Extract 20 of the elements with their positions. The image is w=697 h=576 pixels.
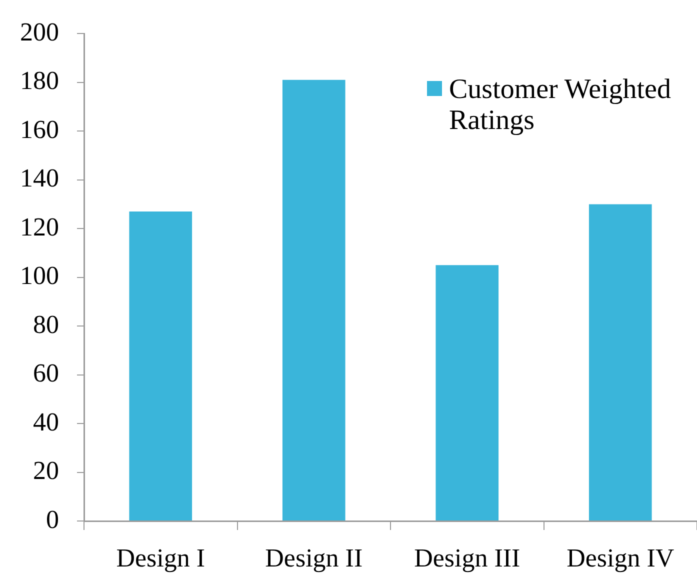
bar <box>129 212 192 520</box>
y-tick-label: 40 <box>33 407 59 436</box>
bar <box>282 80 346 520</box>
bar <box>436 265 499 520</box>
y-tick-label: 140 <box>20 164 59 193</box>
legend-label: Customer Weighted Ratings <box>449 74 672 136</box>
x-tick-label: Design I <box>116 543 206 572</box>
y-tick-label: 60 <box>33 358 59 388</box>
y-tick-label: 120 <box>20 212 59 242</box>
y-tick-label: 180 <box>20 66 59 96</box>
x-tick-label: Design II <box>265 543 363 572</box>
y-tick-label: 160 <box>20 114 59 144</box>
y-tick-label: 20 <box>33 456 59 486</box>
x-tick-label: Design IV <box>566 543 674 572</box>
y-tick-label: 80 <box>33 310 59 339</box>
bar <box>588 204 652 520</box>
y-tick-label: 200 <box>20 17 59 46</box>
y-tick-label: 100 <box>20 261 59 290</box>
y-tick-label: 0 <box>46 504 59 534</box>
x-tick-label: Design III <box>414 543 520 572</box>
